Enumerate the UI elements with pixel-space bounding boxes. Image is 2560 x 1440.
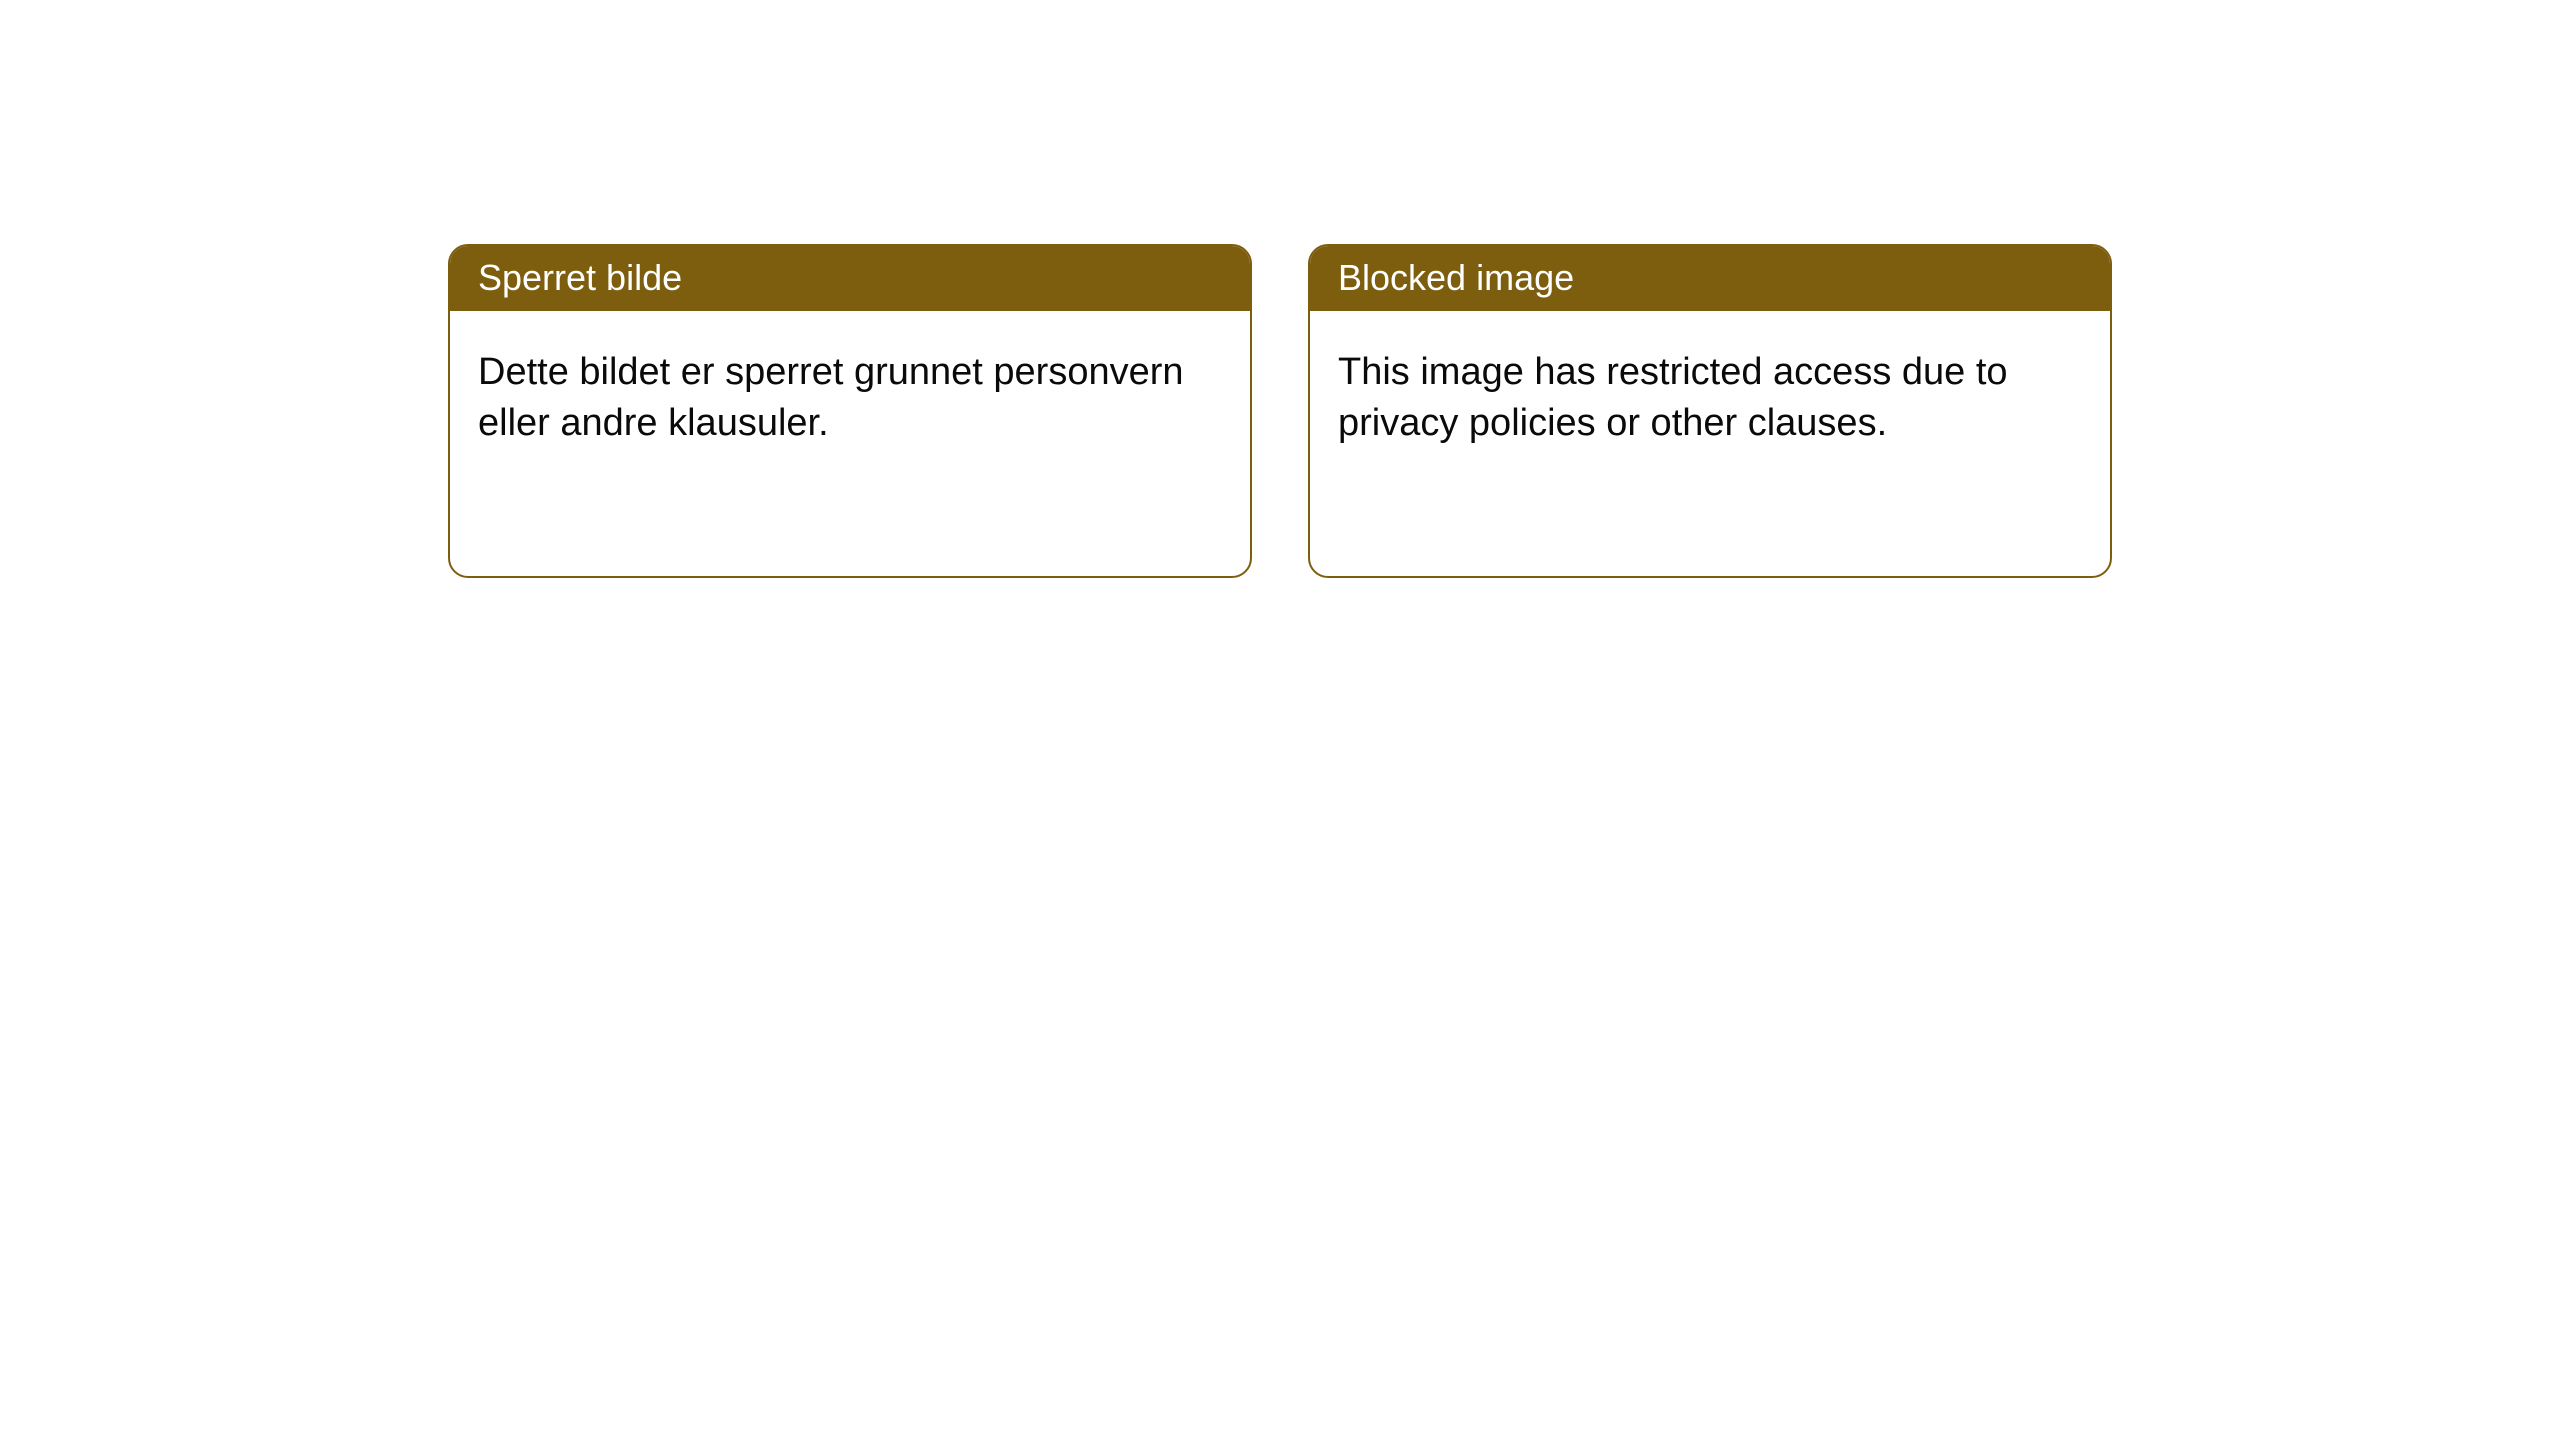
- card-header-text: Sperret bilde: [478, 257, 682, 298]
- card-body: Dette bildet er sperret grunnet personve…: [450, 311, 1250, 486]
- blocked-image-card-en: Blocked image This image has restricted …: [1308, 244, 2112, 578]
- card-header: Blocked image: [1310, 246, 2110, 311]
- blocked-image-card-no: Sperret bilde Dette bildet er sperret gr…: [448, 244, 1252, 578]
- card-body-text: This image has restricted access due to …: [1338, 351, 2008, 444]
- card-header: Sperret bilde: [450, 246, 1250, 311]
- card-body-text: Dette bildet er sperret grunnet personve…: [478, 351, 1184, 444]
- card-header-text: Blocked image: [1338, 257, 1574, 298]
- card-body: This image has restricted access due to …: [1310, 311, 2110, 486]
- notice-cards-container: Sperret bilde Dette bildet er sperret gr…: [448, 244, 2112, 578]
